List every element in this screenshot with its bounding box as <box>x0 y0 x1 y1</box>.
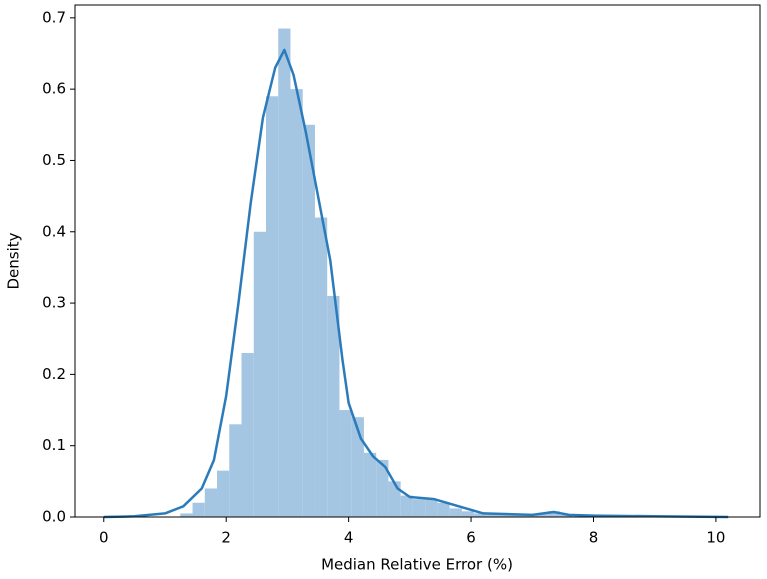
histogram-bar <box>388 481 401 517</box>
x-tick-label: 8 <box>589 529 599 547</box>
histogram-bar <box>290 89 303 518</box>
histogram-bar <box>425 499 438 517</box>
histogram-bar <box>535 514 548 517</box>
histogram-bar <box>547 511 560 517</box>
y-tick-label: 0.3 <box>42 294 66 312</box>
histogram-bar <box>461 511 475 517</box>
x-tick-label: 10 <box>706 529 725 547</box>
x-tick-label: 0 <box>99 529 109 547</box>
histogram-bar <box>327 295 340 517</box>
histogram-bar <box>376 459 389 517</box>
histogram-bar <box>449 508 462 517</box>
y-tick-label: 0.5 <box>42 151 66 169</box>
x-tick-label: 4 <box>344 529 354 547</box>
histogram-bar <box>474 513 487 517</box>
y-tick-label: 0.6 <box>42 80 66 98</box>
y-tick-label: 0.4 <box>42 222 66 240</box>
y-tick-label: 0.7 <box>42 8 66 26</box>
histogram-bar <box>351 417 364 517</box>
histogram-bar <box>192 502 205 517</box>
histogram-bar <box>559 514 573 517</box>
kde-line <box>103 48 729 519</box>
histogram-bar <box>229 424 242 517</box>
histogram-bar <box>412 499 426 517</box>
histogram-bar <box>437 502 450 517</box>
y-tick-label: 0.2 <box>42 365 66 383</box>
histogram-bar <box>339 410 352 517</box>
y-axis-label: Density <box>5 232 23 289</box>
histogram-bar <box>498 514 511 517</box>
x-axis-label: Median Relative Error (%) <box>321 556 513 574</box>
histogram-bar <box>253 231 266 517</box>
y-tick-label: 0.1 <box>42 436 66 454</box>
plot-frame <box>74 4 761 518</box>
x-tick-label: 6 <box>466 529 476 547</box>
histogram-bar <box>217 470 230 517</box>
histogram-bar <box>314 217 328 517</box>
histogram-bar <box>180 513 193 517</box>
y-tick-label: 0.0 <box>42 508 66 526</box>
histogram-bar <box>363 452 377 517</box>
x-tick-label: 2 <box>221 529 231 547</box>
histogram-bar <box>241 352 254 517</box>
histogram-bar <box>302 124 315 518</box>
histogram-bar <box>523 515 536 517</box>
histogram-bar <box>204 488 218 517</box>
histogram-bar <box>510 514 524 517</box>
histogram-bar <box>486 514 499 517</box>
histogram-bar <box>278 28 291 517</box>
histogram-bar <box>400 495 413 517</box>
histogram-bar <box>265 96 279 518</box>
